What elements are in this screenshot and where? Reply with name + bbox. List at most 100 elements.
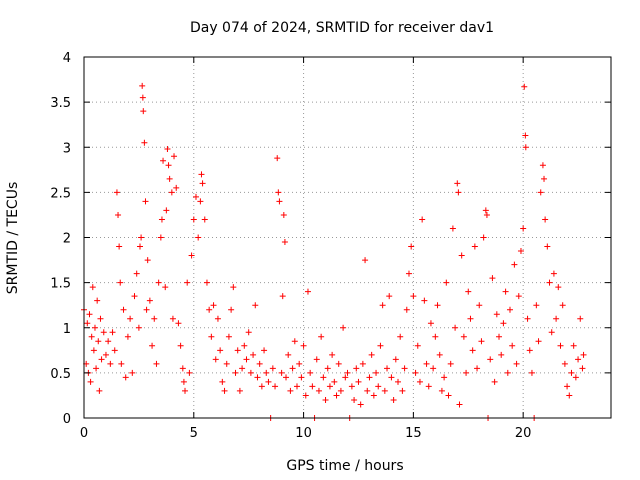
data-point [504, 369, 511, 376]
data-point [300, 342, 307, 349]
data-point [511, 261, 518, 268]
data-point [570, 342, 577, 349]
data-point [456, 401, 463, 408]
data-point [127, 315, 134, 322]
data-point [533, 302, 540, 309]
data-point [149, 342, 156, 349]
data-point [124, 333, 131, 340]
data-point [399, 387, 406, 394]
data-point [496, 333, 503, 340]
data-points [81, 82, 587, 421]
data-point [478, 338, 485, 345]
data-point [210, 302, 217, 309]
data-point [88, 333, 95, 340]
data-point [366, 374, 373, 381]
data-point [190, 216, 197, 223]
data-point [293, 383, 300, 390]
data-point [100, 329, 107, 336]
data-point [120, 306, 127, 313]
data-point [408, 243, 415, 250]
data-point [285, 351, 292, 358]
data-point [245, 329, 252, 336]
data-point [353, 365, 360, 372]
data-point [438, 387, 445, 394]
data-point [509, 342, 516, 349]
data-point [373, 369, 380, 376]
data-point [434, 302, 441, 309]
data-point [379, 302, 386, 309]
data-point [465, 288, 472, 295]
data-point [566, 392, 573, 399]
data-point [476, 302, 483, 309]
data-point [528, 369, 535, 376]
data-point [168, 189, 175, 196]
y-tick-label: 3.5 [50, 96, 71, 111]
data-point [93, 365, 100, 372]
y-tick-label: 2 [63, 232, 71, 247]
data-point [256, 360, 263, 367]
y-tick-label: 0 [63, 412, 71, 427]
data-point [471, 243, 478, 250]
data-point [89, 284, 96, 291]
data-point [153, 360, 160, 367]
data-point [265, 378, 272, 385]
data-point [513, 360, 520, 367]
data-point [272, 383, 279, 390]
data-point [158, 216, 165, 223]
data-point [517, 248, 524, 255]
data-point [186, 369, 193, 376]
data-point [175, 320, 182, 327]
data-point [105, 338, 112, 345]
data-point [318, 333, 325, 340]
data-point [307, 369, 314, 376]
chart-title: Day 074 of 2024, SRMTID for receiver dav… [190, 20, 494, 36]
data-point [357, 401, 364, 408]
y-tick-label: 2.5 [50, 186, 71, 201]
data-point [90, 347, 97, 354]
data-point [401, 365, 408, 372]
data-point [280, 211, 287, 218]
data-point [122, 374, 129, 381]
data-point [203, 279, 210, 286]
grid [84, 57, 611, 418]
data-point [94, 297, 101, 304]
data-point [169, 315, 176, 322]
data-point [502, 288, 509, 295]
data-point [469, 347, 476, 354]
data-point [455, 189, 462, 196]
data-point [304, 288, 311, 295]
data-point [458, 252, 465, 259]
data-point [225, 333, 232, 340]
data-point [287, 387, 294, 394]
data-point [141, 139, 148, 146]
data-point [384, 365, 391, 372]
data-point [388, 374, 395, 381]
data-point [375, 383, 382, 390]
data-point [95, 338, 102, 345]
data-point [275, 189, 282, 196]
data-point [575, 356, 582, 363]
data-point [241, 342, 248, 349]
data-point [555, 284, 562, 291]
data-point [405, 270, 412, 277]
data-point [87, 378, 94, 385]
data-point [96, 387, 103, 394]
data-point [298, 374, 305, 381]
data-point [329, 351, 336, 358]
data-point [165, 162, 172, 169]
data-point [579, 365, 586, 372]
data-point [537, 189, 544, 196]
data-point [179, 365, 186, 372]
data-point [177, 342, 184, 349]
data-point [140, 108, 147, 115]
data-point [263, 369, 270, 376]
data-point [467, 315, 474, 322]
data-point [98, 356, 105, 363]
data-point [212, 356, 219, 363]
data-point [340, 324, 347, 331]
data-point [377, 342, 384, 349]
data-point [423, 360, 430, 367]
data-point [171, 153, 178, 160]
data-point [414, 342, 421, 349]
